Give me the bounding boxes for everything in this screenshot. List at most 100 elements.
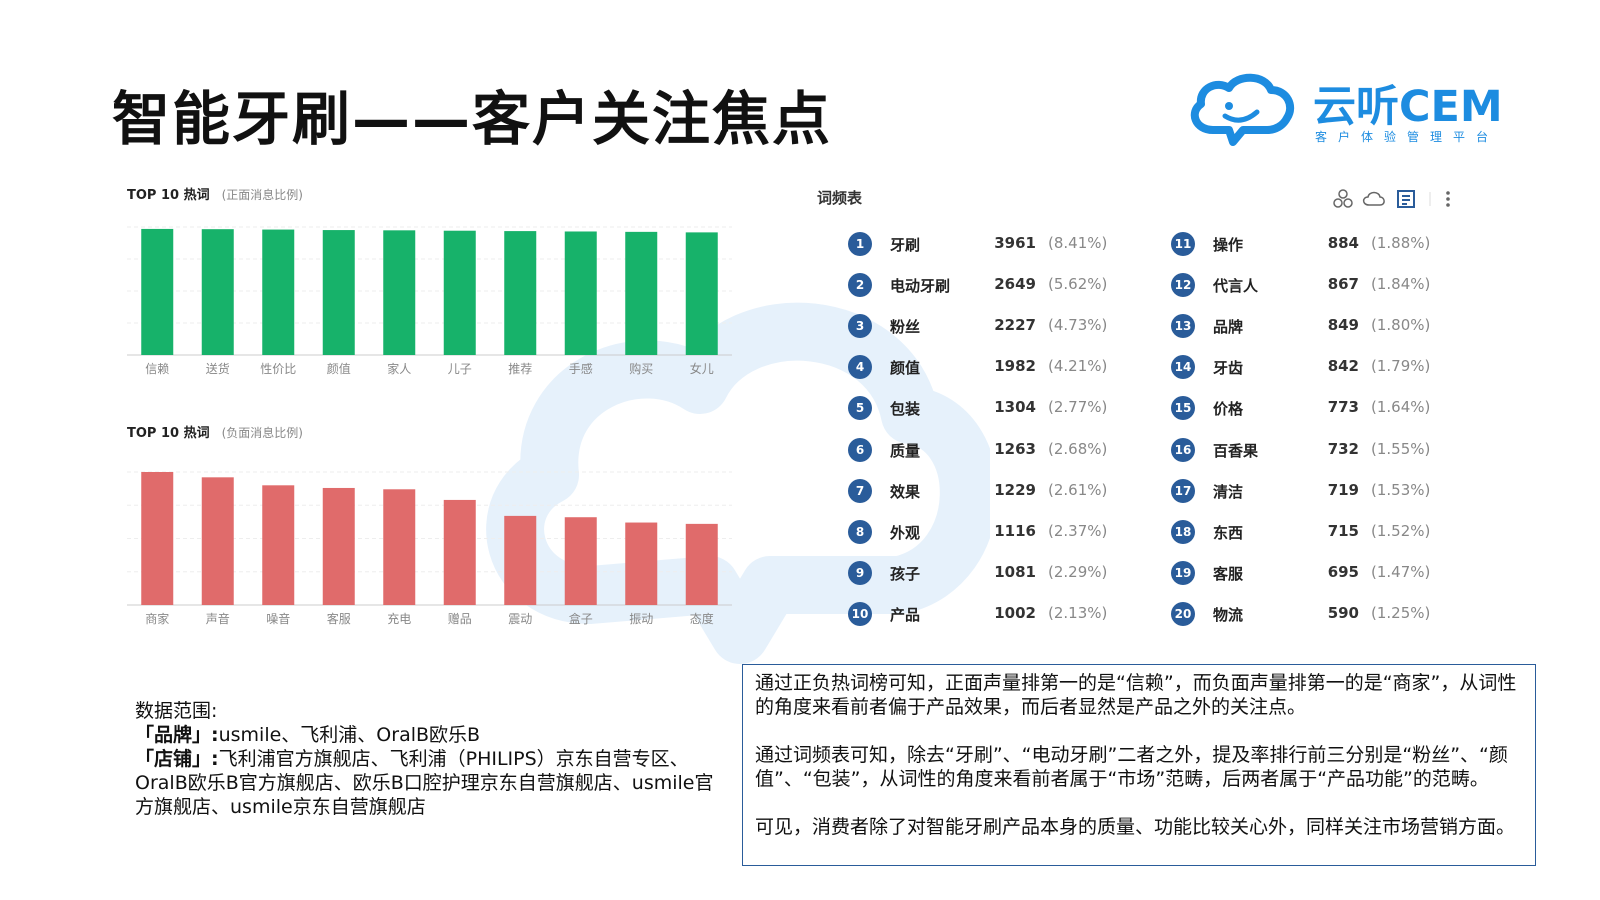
word-count: 719 — [1327, 480, 1359, 499]
positive-bar[interactable] — [201, 229, 234, 355]
cloud-logo-icon — [1190, 73, 1295, 146]
logo-name: 云听CEM — [1313, 82, 1503, 132]
rank-badge: 6 — [848, 437, 872, 462]
word-percent: (1.55%) — [1371, 439, 1431, 458]
rank-badge: 5 — [848, 396, 872, 421]
negative-category-label: 客服 — [327, 611, 351, 626]
positive-bar[interactable] — [625, 231, 658, 355]
word-label: 清洁 — [1213, 482, 1244, 501]
word-count: 1081 — [994, 562, 1036, 581]
word-count: 1982 — [994, 357, 1036, 376]
word-count: 867 — [1327, 275, 1359, 294]
word-label: 代言人 — [1213, 277, 1259, 296]
rank-badge: 12 — [1171, 273, 1195, 298]
word-frequency-row: 19 客服 695 (1.47%) — [1171, 560, 1471, 585]
negative-chart-subtitle: (负面消息比例) — [221, 426, 303, 440]
word-label: 孩子 — [890, 564, 921, 583]
negative-bar[interactable] — [564, 517, 597, 605]
table-view-icon[interactable] — [1397, 190, 1415, 208]
positive-category-label: 颜值 — [327, 361, 351, 376]
word-frequency-row: 8 外观 1116 (2.37%) — [848, 519, 1148, 544]
word-percent: (1.52%) — [1371, 521, 1431, 540]
store-label: 「店铺」: — [135, 748, 219, 770]
word-frequency-row: 12 代言人 867 (1.84%) — [1171, 273, 1471, 298]
positive-category-label: 手感 — [569, 361, 593, 376]
more-options-icon[interactable] — [1446, 191, 1450, 207]
negative-bar[interactable] — [201, 477, 234, 605]
word-frequency-row: 6 质量 1263 (2.68%) — [848, 437, 1148, 462]
positive-bar[interactable] — [322, 230, 355, 355]
word-frequency-row: 2 电动牙刷 2649 (5.62%) — [848, 273, 1148, 298]
word-percent: (1.80%) — [1371, 316, 1431, 335]
word-label: 电动牙刷 — [890, 277, 951, 296]
negative-bar[interactable] — [262, 485, 295, 605]
rank-badge: 2 — [848, 273, 872, 298]
negative-bar[interactable] — [443, 499, 476, 605]
word-count: 1304 — [994, 398, 1036, 417]
positive-bar[interactable] — [262, 229, 295, 355]
positive-bar[interactable] — [504, 231, 537, 355]
word-frequency-row: 16 百香果 732 (1.55%) — [1171, 437, 1471, 462]
word-count: 1263 — [994, 439, 1036, 458]
word-count: 849 — [1327, 316, 1359, 335]
word-percent: (1.47%) — [1371, 562, 1431, 581]
word-label: 粉丝 — [890, 318, 921, 337]
word-label: 颜值 — [890, 359, 921, 378]
word-percent: (2.29%) — [1048, 562, 1108, 581]
word-frequency-row: 10 产品 1002 (2.13%) — [848, 601, 1148, 626]
word-label: 操作 — [1213, 236, 1244, 254]
word-percent: (2.77%) — [1048, 398, 1108, 417]
rank-badge: 8 — [848, 519, 872, 544]
rank-badge: 19 — [1171, 560, 1195, 585]
word-frequency-row: 3 粉丝 2227 (4.73%) — [848, 314, 1148, 339]
rank-badge: 16 — [1171, 437, 1195, 462]
word-frequency-row: 9 孩子 1081 (2.29%) — [848, 560, 1148, 585]
positive-bar[interactable] — [443, 230, 476, 355]
rank-badge: 10 — [848, 601, 872, 626]
brand-logo: 云听CEM 客户体验管理平台 — [1185, 68, 1515, 148]
node-view-icon[interactable] — [1333, 189, 1353, 208]
word-frequency-toolbar — [1333, 188, 1463, 210]
rank-badge: 14 — [1171, 355, 1195, 380]
word-percent: (2.68%) — [1048, 439, 1108, 458]
negative-bar[interactable] — [383, 489, 416, 605]
page-title: 智能牙刷——客户关注焦点 — [112, 85, 833, 153]
word-count: 842 — [1327, 357, 1359, 376]
negative-bar[interactable] — [322, 487, 355, 605]
word-frequency-row: 17 清洁 719 (1.53%) — [1171, 478, 1471, 503]
rank-badge: 3 — [848, 314, 872, 339]
word-frequency-row: 18 东西 715 (1.52%) — [1171, 519, 1471, 544]
negative-bar[interactable] — [141, 472, 174, 605]
word-frequency-row: 1 牙刷 3961 (8.41%) — [848, 232, 1148, 256]
word-count: 3961 — [994, 234, 1036, 252]
word-count: 1116 — [994, 521, 1036, 540]
positive-bar[interactable] — [564, 231, 597, 355]
positive-bar[interactable] — [685, 232, 718, 355]
cloud-view-icon[interactable] — [1362, 191, 1385, 206]
word-count: 732 — [1327, 439, 1359, 458]
word-percent: (1.53%) — [1371, 480, 1431, 499]
rank-badge: 20 — [1171, 601, 1195, 626]
rank-badge: 4 — [848, 355, 872, 380]
data-scope-stores: 「店铺」:飞利浦官方旗舰店、飞利浦（PHILIPS）京东自营专区、OralB欧乐… — [135, 747, 725, 819]
word-percent: (4.73%) — [1048, 316, 1108, 335]
positive-category-label: 推荐 — [508, 362, 532, 376]
negative-category-label: 盒子 — [569, 611, 593, 626]
data-scope-heading: 数据范围: — [135, 700, 218, 722]
positive-bar[interactable] — [383, 230, 416, 355]
word-count: 695 — [1327, 562, 1359, 581]
negative-bar[interactable] — [504, 515, 537, 605]
word-label: 包装 — [890, 400, 921, 419]
negative-bar[interactable] — [625, 522, 658, 605]
word-frequency-row: 14 牙齿 842 (1.79%) — [1171, 355, 1471, 380]
cloud-watermark-icon — [486, 302, 990, 664]
summary-paragraph-3: 可见，消费者除了对智能牙刷产品本身的质量、功能比较关心外，同样关注市场营销方面。 — [755, 816, 1516, 838]
word-count: 884 — [1327, 234, 1359, 252]
word-label: 物流 — [1213, 605, 1244, 624]
negative-category-label: 商家 — [145, 611, 169, 626]
word-count: 2227 — [994, 316, 1036, 335]
word-frequency-row: 20 物流 590 (1.25%) — [1171, 601, 1471, 626]
negative-bar[interactable] — [685, 523, 718, 605]
word-frequency-title: 词频表 — [817, 189, 863, 207]
positive-bar[interactable] — [141, 228, 174, 355]
